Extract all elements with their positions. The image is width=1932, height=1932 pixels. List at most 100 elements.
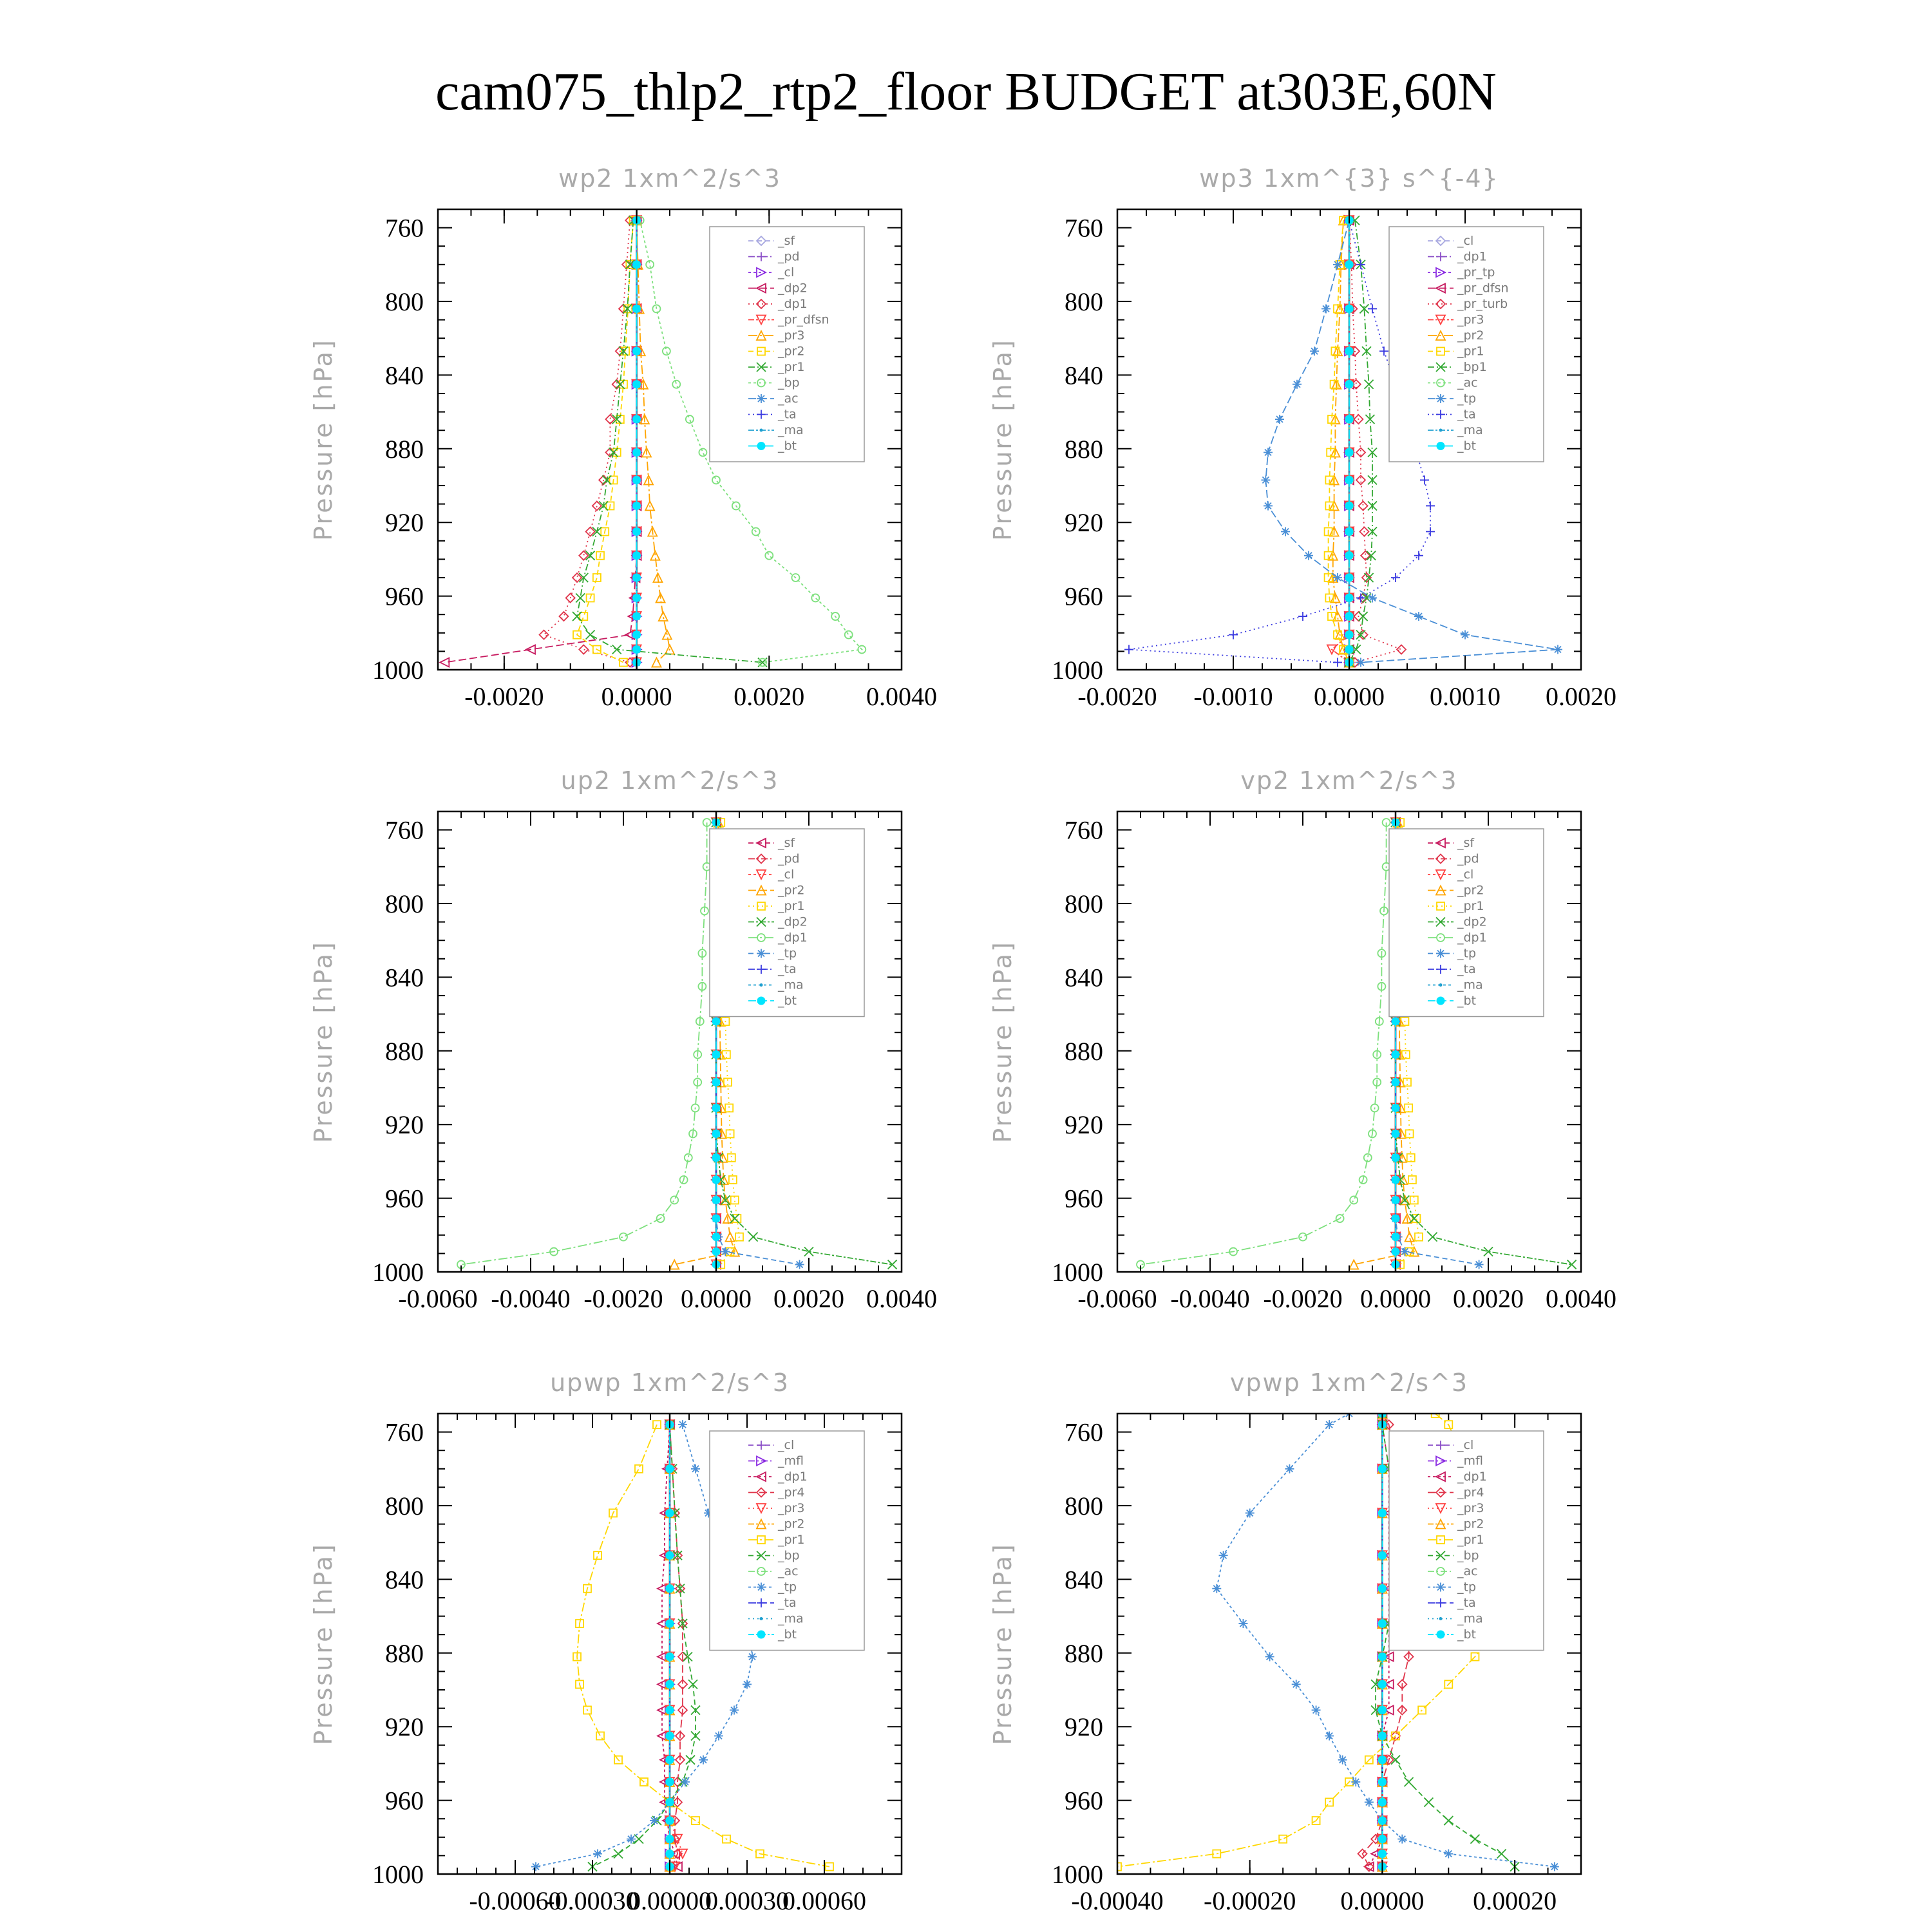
legend-label: _mfl <box>1457 1454 1483 1468</box>
data-point <box>665 1850 674 1859</box>
y-tick-label: 880 <box>385 1037 424 1066</box>
data-point <box>1403 1777 1414 1787</box>
legend-label: _cl <box>777 867 794 882</box>
legend-label: _dp2 <box>777 915 808 929</box>
data-point <box>1355 447 1367 458</box>
data-point <box>1370 1679 1381 1690</box>
data-point <box>665 1756 674 1765</box>
y-tick-label: 760 <box>1065 214 1103 243</box>
data-point <box>1391 1077 1400 1086</box>
legend-marker <box>757 378 766 388</box>
data-point <box>1325 475 1334 485</box>
y-tick-label: 1000 <box>1052 656 1103 685</box>
data-point <box>1378 1850 1387 1859</box>
data-point <box>804 1246 814 1257</box>
legend-marker <box>1435 314 1446 326</box>
y-tick-label: 920 <box>1065 508 1103 537</box>
legend-marker <box>757 442 766 450</box>
data-point <box>1378 1732 1387 1740</box>
data-point <box>1229 1247 1238 1256</box>
y-tick-label: 1000 <box>372 1258 424 1287</box>
data-point <box>1370 1705 1381 1716</box>
y-tick-label: 800 <box>1065 889 1103 918</box>
data-point <box>632 630 641 639</box>
y-tick-label: 880 <box>385 435 424 464</box>
legend-marker <box>1436 410 1445 419</box>
data-point <box>1325 501 1334 511</box>
legend-label: _dp2 <box>777 281 808 296</box>
data-point <box>721 1017 730 1026</box>
data-point <box>1345 304 1354 313</box>
data-point <box>665 1816 674 1825</box>
legend-marker <box>759 428 763 432</box>
y-tick-label: 800 <box>1065 287 1103 316</box>
data-point <box>619 1232 628 1242</box>
data-point <box>712 1017 721 1026</box>
legend-marker <box>1434 1471 1446 1482</box>
data-point <box>1345 573 1354 582</box>
data-point <box>1379 906 1388 916</box>
data-point <box>1399 1195 1410 1206</box>
data-point <box>1363 1861 1374 1873</box>
data-point <box>665 1835 674 1844</box>
data-point <box>825 1862 834 1871</box>
data-point <box>579 612 589 621</box>
legend-label: _pr2 <box>1457 884 1484 898</box>
y-tick-label: 880 <box>1065 435 1103 464</box>
data-point <box>811 593 820 603</box>
data-point <box>693 1077 703 1087</box>
data-point <box>1348 1258 1359 1270</box>
data-point <box>730 1195 739 1205</box>
legend: _sf _pd_cl _pr2_pr1 _dp2 _dp1 _tp_ta _ma _bt <box>709 828 865 1018</box>
data-point <box>1332 345 1343 357</box>
legend-label: _pr2 <box>777 345 804 359</box>
data-point <box>1329 379 1339 389</box>
legend-label: _cl <box>1457 234 1473 248</box>
data-point <box>1345 612 1354 621</box>
data-point <box>674 1754 686 1765</box>
data-point <box>1345 501 1354 510</box>
legend-marker <box>755 837 766 849</box>
x-tick-label: -0.0020 <box>464 682 544 711</box>
legend: _sf _pd_cl _pr2_pr1 _dp2 _dp1 _tp_ta _ma _bt <box>1388 828 1544 1018</box>
legend-marker <box>757 1630 766 1639</box>
data-point <box>596 1731 605 1741</box>
legend-box <box>1388 226 1544 462</box>
data-point <box>571 572 583 583</box>
data-point <box>764 551 774 560</box>
series-line <box>1128 220 1431 663</box>
x-tick-label: 0.00000 <box>1340 1886 1424 1915</box>
data-point <box>1370 1103 1379 1113</box>
x-tick-label: -0.0060 <box>398 1284 477 1313</box>
data-point <box>678 1420 687 1430</box>
data-point <box>1391 1017 1400 1026</box>
panel-title: vpwp 1xm^2/s^3 <box>1230 1368 1468 1397</box>
legend-label: _pd <box>1457 852 1479 866</box>
data-point <box>639 1777 649 1786</box>
y-axis-label: Pressure [hPa] <box>309 1542 337 1745</box>
data-point <box>1357 1848 1368 1859</box>
legend-marker <box>755 884 767 896</box>
data-point <box>632 415 641 424</box>
data-point <box>712 1103 721 1112</box>
figure-title: cam075_thlp2_rtp2_floor BUDGET at303E,60… <box>435 62 1497 122</box>
data-point <box>1298 1232 1307 1242</box>
legend-marker <box>757 949 766 958</box>
y-tick-label: 880 <box>1065 1639 1103 1668</box>
data-point <box>650 1816 659 1826</box>
data-point <box>1323 551 1333 560</box>
data-point <box>1326 644 1338 656</box>
data-point <box>748 1232 759 1242</box>
legend-marker <box>755 329 767 341</box>
legend-marker <box>1435 267 1447 278</box>
x-tick-label: -0.0040 <box>491 1284 570 1313</box>
legend-marker <box>1439 1617 1443 1620</box>
legend-label: _ac <box>777 392 799 406</box>
legend-label: _dp1 <box>1457 1470 1487 1484</box>
data-point <box>593 1849 602 1859</box>
data-point <box>1378 1551 1387 1560</box>
data-point <box>612 644 622 655</box>
data-point <box>672 1797 683 1808</box>
data-point <box>601 475 612 486</box>
legend-label: _pr3 <box>1457 1501 1484 1515</box>
